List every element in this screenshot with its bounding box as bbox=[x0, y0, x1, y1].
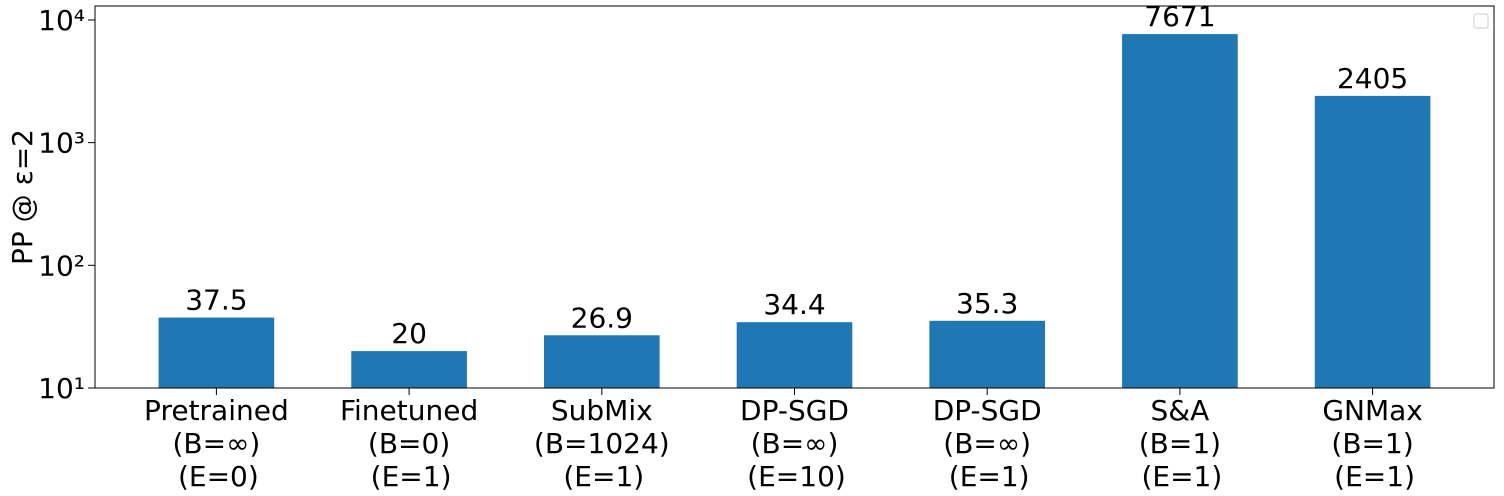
x-tick-label: Pretrained bbox=[144, 394, 289, 427]
value-label: 34.4 bbox=[763, 288, 825, 321]
value-label: 20 bbox=[391, 317, 427, 350]
x-tick-label: Finetuned bbox=[340, 394, 478, 427]
x-tick-label: (B=1) bbox=[1331, 427, 1413, 460]
x-tick-label: (B=∞) bbox=[943, 427, 1031, 460]
x-tick-label: GNMax bbox=[1322, 394, 1423, 427]
x-tick-label: (B=∞) bbox=[172, 427, 260, 460]
x-tick-label: (B=0) bbox=[368, 427, 450, 460]
x-tick-label: (E=10) bbox=[747, 460, 846, 493]
x-tick-label: (E=1) bbox=[371, 460, 452, 493]
x-tick-label: (B=1) bbox=[1139, 427, 1221, 460]
value-label: 37.5 bbox=[185, 284, 247, 317]
x-tick-label: (E=1) bbox=[949, 460, 1030, 493]
x-tick-label: (B=∞) bbox=[751, 427, 839, 460]
x-tick-label: (E=1) bbox=[1334, 460, 1415, 493]
y-tick-label: 10⁴ bbox=[38, 4, 85, 37]
x-tick-label: DP-SGD bbox=[933, 394, 1042, 427]
bar bbox=[158, 317, 275, 388]
y-tick-label: 10² bbox=[38, 249, 85, 282]
value-label: 35.3 bbox=[956, 287, 1018, 320]
y-tick-label: 10³ bbox=[38, 127, 85, 160]
bar bbox=[1314, 95, 1431, 389]
x-tick-label: SubMix bbox=[551, 394, 653, 427]
x-tick-label: (E=0) bbox=[178, 460, 259, 493]
bar bbox=[736, 322, 853, 388]
value-label: 7671 bbox=[1144, 0, 1215, 33]
bar bbox=[351, 351, 467, 388]
bar bbox=[1122, 34, 1238, 388]
plot-frame bbox=[94, 5, 1495, 389]
value-label: 26.9 bbox=[571, 301, 633, 334]
x-tick-label: (E=1) bbox=[563, 460, 644, 493]
legend bbox=[1473, 13, 1489, 29]
x-tick-label: S&A bbox=[1151, 394, 1210, 427]
value-label: 2405 bbox=[1337, 62, 1408, 95]
y-axis-label: PP @ ε=2 bbox=[6, 129, 39, 265]
bar bbox=[929, 320, 1046, 388]
x-tick-label: (B=1024) bbox=[534, 427, 670, 460]
x-tick-label: (E=1) bbox=[1141, 460, 1222, 493]
bar bbox=[543, 335, 660, 388]
y-tick-label: 10¹ bbox=[38, 372, 85, 405]
x-tick-label: DP-SGD bbox=[740, 394, 849, 427]
